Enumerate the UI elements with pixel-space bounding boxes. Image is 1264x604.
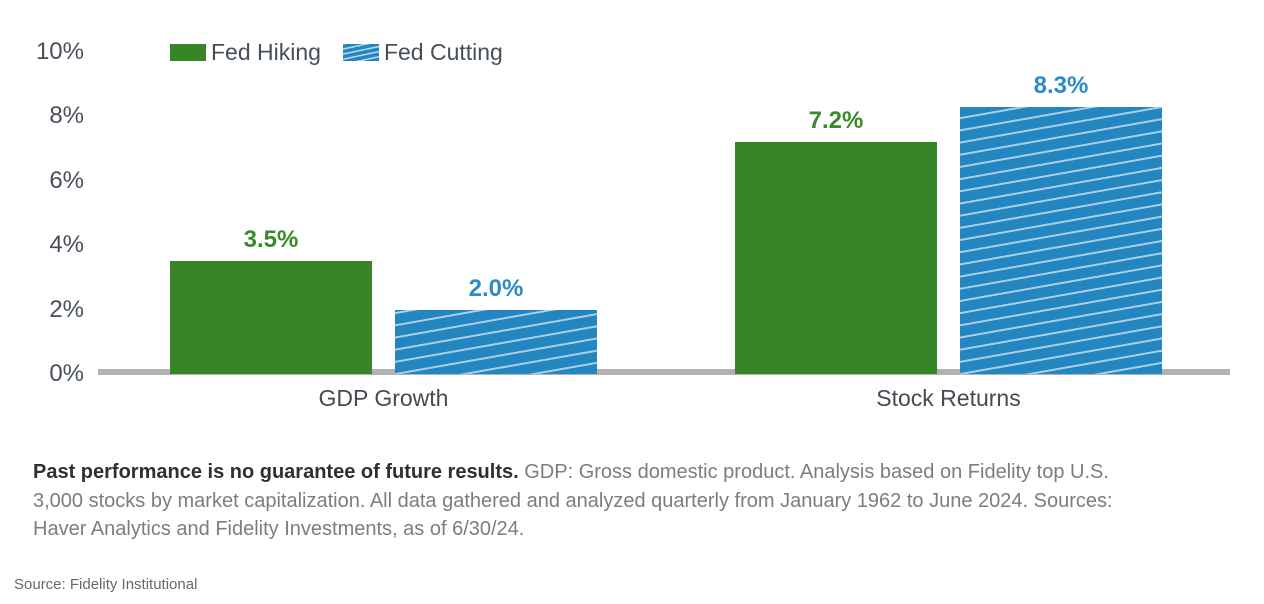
y-axis-tick-label: 10% — [35, 38, 84, 65]
source-line: Source: Fidelity Institutional — [14, 576, 198, 593]
value-label-fed-cutting-gdp-growth: 2.0% — [468, 275, 524, 302]
category-label-stock-returns: Stock Returns — [876, 385, 1021, 411]
value-label-fed-hiking-stock-returns: 7.2% — [808, 107, 864, 134]
bar-fed-hiking-gdp-growth — [170, 261, 372, 374]
footnote-bold-text: Past performance is no guarantee of futu… — [33, 461, 519, 483]
legend-item-fed-cutting: Fed Cutting — [342, 39, 503, 65]
legend-swatch-fed-hiking — [170, 43, 206, 61]
legend-label-fed-hiking: Fed Hiking — [211, 39, 321, 65]
legend-item-fed-hiking: Fed Hiking — [170, 40, 321, 64]
chart-legend: Fed Hiking Fed Cutting — [170, 40, 503, 64]
x-axis-line — [98, 369, 1230, 375]
footnote: Past performance is no guarantee of futu… — [33, 458, 1141, 544]
y-axis-tick-label: 4% — [49, 231, 84, 259]
y-axis-tick-label: 2% — [49, 295, 84, 323]
value-label-fed-hiking-gdp-growth: 3.5% — [243, 226, 299, 253]
legend-swatch-fed-cutting — [342, 43, 379, 61]
bar-fed-hiking-stock-returns — [735, 142, 937, 374]
bar-fed-cutting-gdp-growth — [395, 310, 597, 374]
bar-fed-cutting-stock-returns — [960, 107, 1162, 374]
y-axis-tick-label: 8% — [49, 102, 84, 130]
y-axis-tick-label: 6% — [49, 166, 84, 194]
y-axis-tick-label: 0% — [49, 360, 84, 387]
footnote-regular-text: GDP: Gross domestic product. Analysis ba… — [33, 461, 1113, 540]
category-label-gdp-growth: GDP Growth — [318, 385, 449, 411]
legend-label-fed-cutting: Fed Cutting — [383, 39, 503, 65]
value-label-fed-cutting-stock-returns: 8.3% — [1033, 72, 1089, 99]
